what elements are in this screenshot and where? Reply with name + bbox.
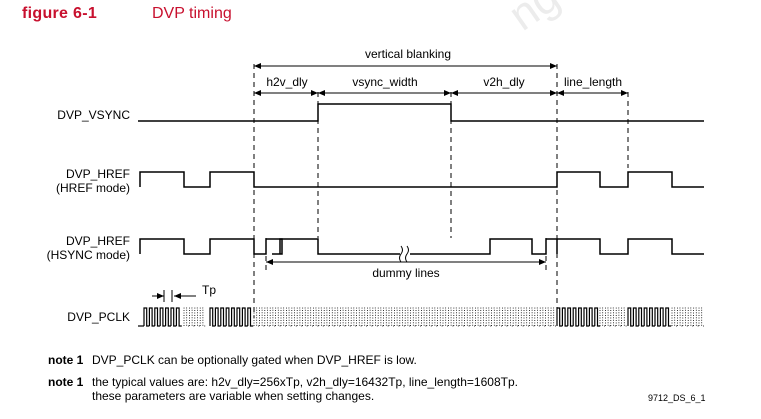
hsync-waveform-mid — [279, 238, 400, 255]
vsync-waveform — [138, 103, 704, 122]
pclk-segment-3 — [209, 307, 254, 327]
note-2-label: note 1 — [48, 375, 84, 389]
pclk-segment-4 — [253, 307, 557, 327]
reference-lines — [253, 64, 629, 318]
hsync-label-line2: (HSYNC mode) — [46, 248, 130, 262]
document-id: 9712_DS_6_1 — [648, 393, 706, 403]
pclk-segment-1 — [143, 307, 182, 327]
note-2-line1: the typical values are: h2v_dly=256xTp, … — [92, 375, 518, 389]
dummy-lines-label: dummy lines — [372, 266, 439, 280]
break-marks — [399, 245, 409, 263]
break-mark-2 — [405, 245, 409, 263]
h2v-dly-label: h2v_dly — [266, 75, 307, 89]
vsync-width-label: vsync_width — [352, 75, 417, 89]
dimension-arrows — [152, 63, 628, 302]
href-label-line2: (HREF mode) — [55, 181, 130, 195]
figure-title: DVP timing — [152, 5, 232, 22]
hsync-waveform-right — [410, 238, 704, 255]
href-label: DVP_HREF (HREF mode) — [10, 167, 130, 195]
note-1: note 1 DVP_PCLK can be optionally gated w… — [48, 353, 417, 367]
pclk-waveform — [138, 307, 705, 327]
hsync-label-line1: DVP_HREF — [65, 234, 130, 248]
note-1-text: DVP_PCLK can be optionally gated when DV… — [92, 353, 417, 367]
note-2-text: the typical values are: h2v_dly=256xTp, … — [92, 375, 518, 403]
v2h-dly-label: v2h_dly — [483, 75, 524, 89]
vertical-blanking-label: vertical blanking — [365, 47, 451, 61]
vsync-label: DVP_VSYNC — [57, 108, 130, 122]
tp-label: Tp — [202, 283, 216, 297]
pclk-segment-2 — [183, 307, 206, 327]
line-length-label: line_length — [564, 75, 622, 89]
figure-label: figure 6-1 — [22, 5, 98, 22]
pclk-segment-5 — [556, 307, 601, 327]
pclk-segment-6 — [599, 307, 627, 327]
pclk-label: DVP_PCLK — [67, 310, 130, 324]
hsync-label: DVP_HREF (HSYNC mode) — [10, 234, 130, 262]
note-2: note 1 the typical values are: h2v_dly=25… — [48, 375, 518, 403]
pclk-segment-8 — [671, 307, 705, 327]
pclk-segment-7 — [627, 307, 672, 327]
note-2-line2: these parameters are variable when setti… — [92, 389, 375, 403]
href-label-line1: DVP_HREF — [65, 167, 130, 181]
hsync-waveform-left — [139, 238, 283, 255]
break-mark-1 — [399, 245, 403, 263]
href-waveform — [139, 171, 704, 188]
note-1-label: note 1 — [48, 353, 84, 367]
